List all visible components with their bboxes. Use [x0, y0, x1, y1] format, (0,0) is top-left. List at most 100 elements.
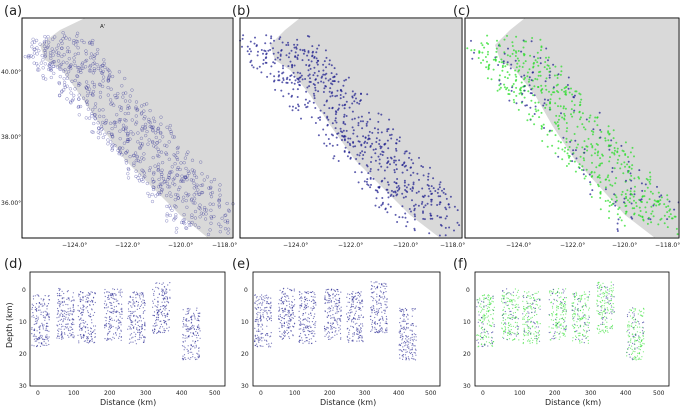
section-point [491, 309, 494, 311]
quake-point [365, 122, 368, 125]
quake-point [274, 58, 277, 61]
section-point [370, 281, 372, 283]
quake-point [85, 86, 89, 90]
section-point [182, 326, 184, 328]
section-point [478, 334, 480, 336]
section-point [139, 333, 141, 335]
quake-point [650, 212, 653, 215]
quake-point [193, 223, 197, 227]
section-point [304, 299, 306, 301]
quake-point [436, 204, 439, 206]
section-point [143, 341, 145, 343]
section-point [48, 317, 50, 319]
quake-point [625, 204, 628, 207]
section-point [525, 314, 527, 316]
section-point [187, 327, 189, 329]
section-point [302, 323, 304, 325]
section-point [57, 320, 59, 322]
section-point [256, 330, 258, 332]
quake-point [498, 43, 501, 46]
quake-point [332, 134, 334, 137]
section-point [40, 342, 43, 344]
section-point [282, 337, 284, 340]
section-point [351, 296, 353, 298]
quake-point [226, 219, 230, 223]
section-point [34, 309, 37, 311]
quake-point [544, 84, 547, 87]
quake-point [328, 63, 331, 66]
quake-point [167, 157, 171, 161]
section-point [198, 315, 200, 317]
section-point [350, 306, 352, 309]
quake-point [563, 87, 566, 90]
section-point [131, 311, 133, 313]
section-point [167, 330, 170, 332]
section-point [193, 315, 195, 317]
quake-point [339, 94, 342, 96]
section-point [506, 293, 508, 295]
section-point [119, 290, 121, 292]
quake-point [73, 87, 77, 91]
section-point [531, 316, 533, 318]
quake-point [88, 56, 93, 60]
section-point [348, 339, 350, 341]
quake-point [548, 76, 551, 79]
section-point [327, 331, 330, 333]
section-point [159, 327, 161, 329]
quake-point [586, 145, 589, 148]
quake-point [55, 65, 59, 69]
quake-point [306, 54, 309, 57]
section-point [257, 340, 259, 342]
section-point [534, 307, 537, 309]
quake-point [666, 194, 669, 197]
section-point [258, 339, 260, 341]
quake-point [303, 48, 306, 51]
section-point [94, 329, 96, 331]
quake-point [300, 117, 302, 120]
section-point [371, 321, 373, 323]
quake-point [52, 64, 56, 68]
section-point [183, 324, 185, 326]
section-point [94, 301, 96, 304]
section-point [198, 356, 200, 358]
section-point [516, 324, 518, 326]
quake-point [75, 74, 80, 78]
quake-point [641, 189, 644, 192]
quake-point [85, 102, 89, 107]
section-point [380, 291, 382, 293]
section-point [347, 316, 349, 318]
quake-point [403, 184, 406, 187]
section-point [120, 308, 122, 310]
section-point [503, 331, 505, 333]
section-point [539, 299, 541, 301]
quake-point [445, 215, 448, 218]
section-point [107, 297, 109, 299]
section-point [527, 311, 529, 313]
section-point [71, 313, 73, 315]
quake-point [59, 46, 64, 50]
section-point [328, 293, 330, 295]
quake-point [159, 150, 164, 154]
quake-point [590, 196, 593, 198]
section-point [70, 309, 72, 311]
quake-point [590, 170, 593, 173]
quake-point [360, 143, 363, 146]
section-point [361, 299, 363, 301]
section-point [118, 322, 121, 324]
quake-point [202, 178, 206, 182]
quake-point [568, 146, 571, 148]
quake-point [187, 193, 191, 197]
section-point [130, 341, 132, 343]
section-point [409, 339, 411, 341]
section-point [480, 335, 482, 337]
section-point [117, 310, 119, 312]
section-point [47, 295, 50, 297]
quake-point [121, 95, 125, 99]
quake-point [314, 78, 317, 81]
section-point [504, 331, 506, 333]
quake-point [278, 38, 281, 40]
section-point [58, 289, 60, 292]
section-point [534, 311, 536, 313]
quake-point [590, 130, 593, 132]
section-point [107, 339, 109, 341]
